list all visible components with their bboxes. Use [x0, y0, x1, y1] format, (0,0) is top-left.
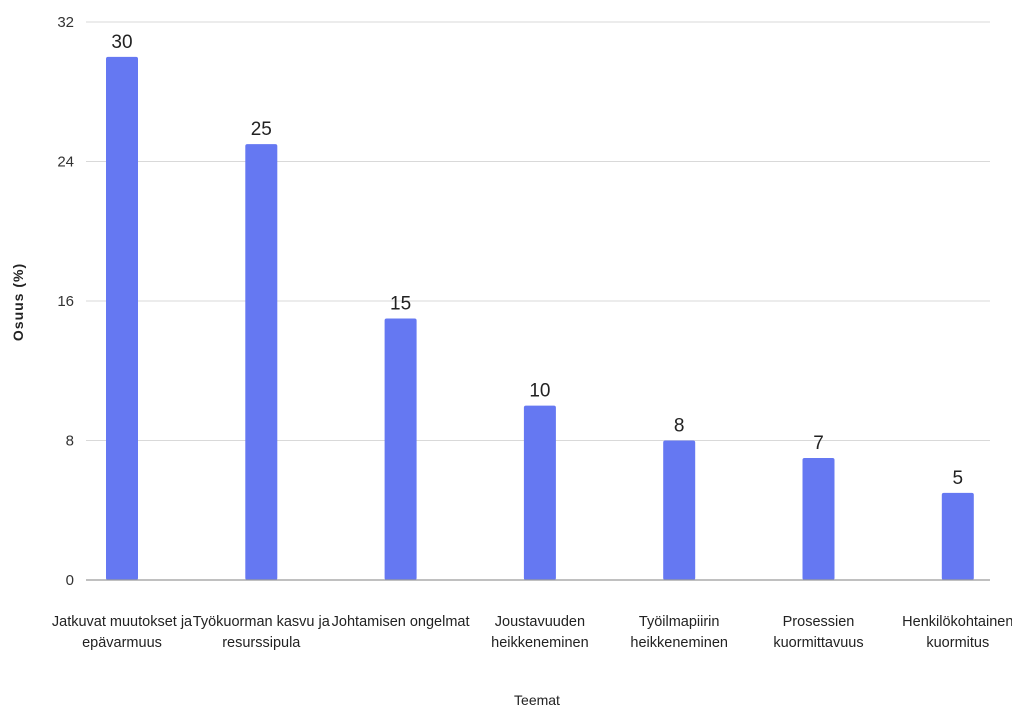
x-category-label: Joustavuuden heikkeneminen [491, 614, 589, 651]
y-axis-ticks: 0 8 16 24 32 [57, 14, 74, 589]
bar[interactable] [106, 56, 138, 580]
x-category-label: Työkuorman kasvu ja resurssipula [193, 614, 331, 651]
data-label: 5 [953, 468, 964, 489]
data-label: 25 [251, 119, 272, 140]
x-axis-categories: Jatkuvat muutokset ja epävarmuusTyökuorma… [52, 614, 1012, 651]
y-tick-label: 24 [57, 154, 74, 171]
bars [106, 56, 974, 581]
x-category-label: Jatkuvat muutokset ja epävarmuus [52, 614, 193, 651]
x-category-label: Henkilökohtainen kuormitus [902, 614, 1012, 651]
data-label: 15 [390, 293, 411, 314]
data-label: 8 [674, 416, 685, 437]
data-labels: 30 25 15 10 8 7 5 [111, 32, 963, 489]
x-category-label: Työilmapiirin heikkeneminen [630, 614, 728, 651]
bar[interactable] [523, 405, 556, 580]
y-tick-label: 32 [57, 14, 74, 31]
x-category-label: Johtamisen ongelmat [332, 614, 470, 630]
y-tick-label: 0 [66, 572, 74, 589]
bar[interactable] [941, 492, 974, 580]
y-axis-title: Osuus (%) [10, 263, 26, 341]
data-label: 7 [813, 433, 824, 454]
data-label: 30 [111, 32, 132, 53]
bar[interactable] [663, 440, 696, 581]
bar[interactable] [384, 318, 417, 580]
y-tick-label: 16 [57, 293, 74, 310]
x-category-label: Prosessien kuormittavuus [773, 614, 863, 651]
gridlines [86, 21, 990, 441]
y-tick-label: 8 [66, 433, 74, 450]
data-label: 10 [529, 381, 550, 402]
bar[interactable] [802, 457, 835, 580]
x-axis-title: Teemat [514, 692, 560, 708]
bar[interactable] [245, 144, 278, 580]
